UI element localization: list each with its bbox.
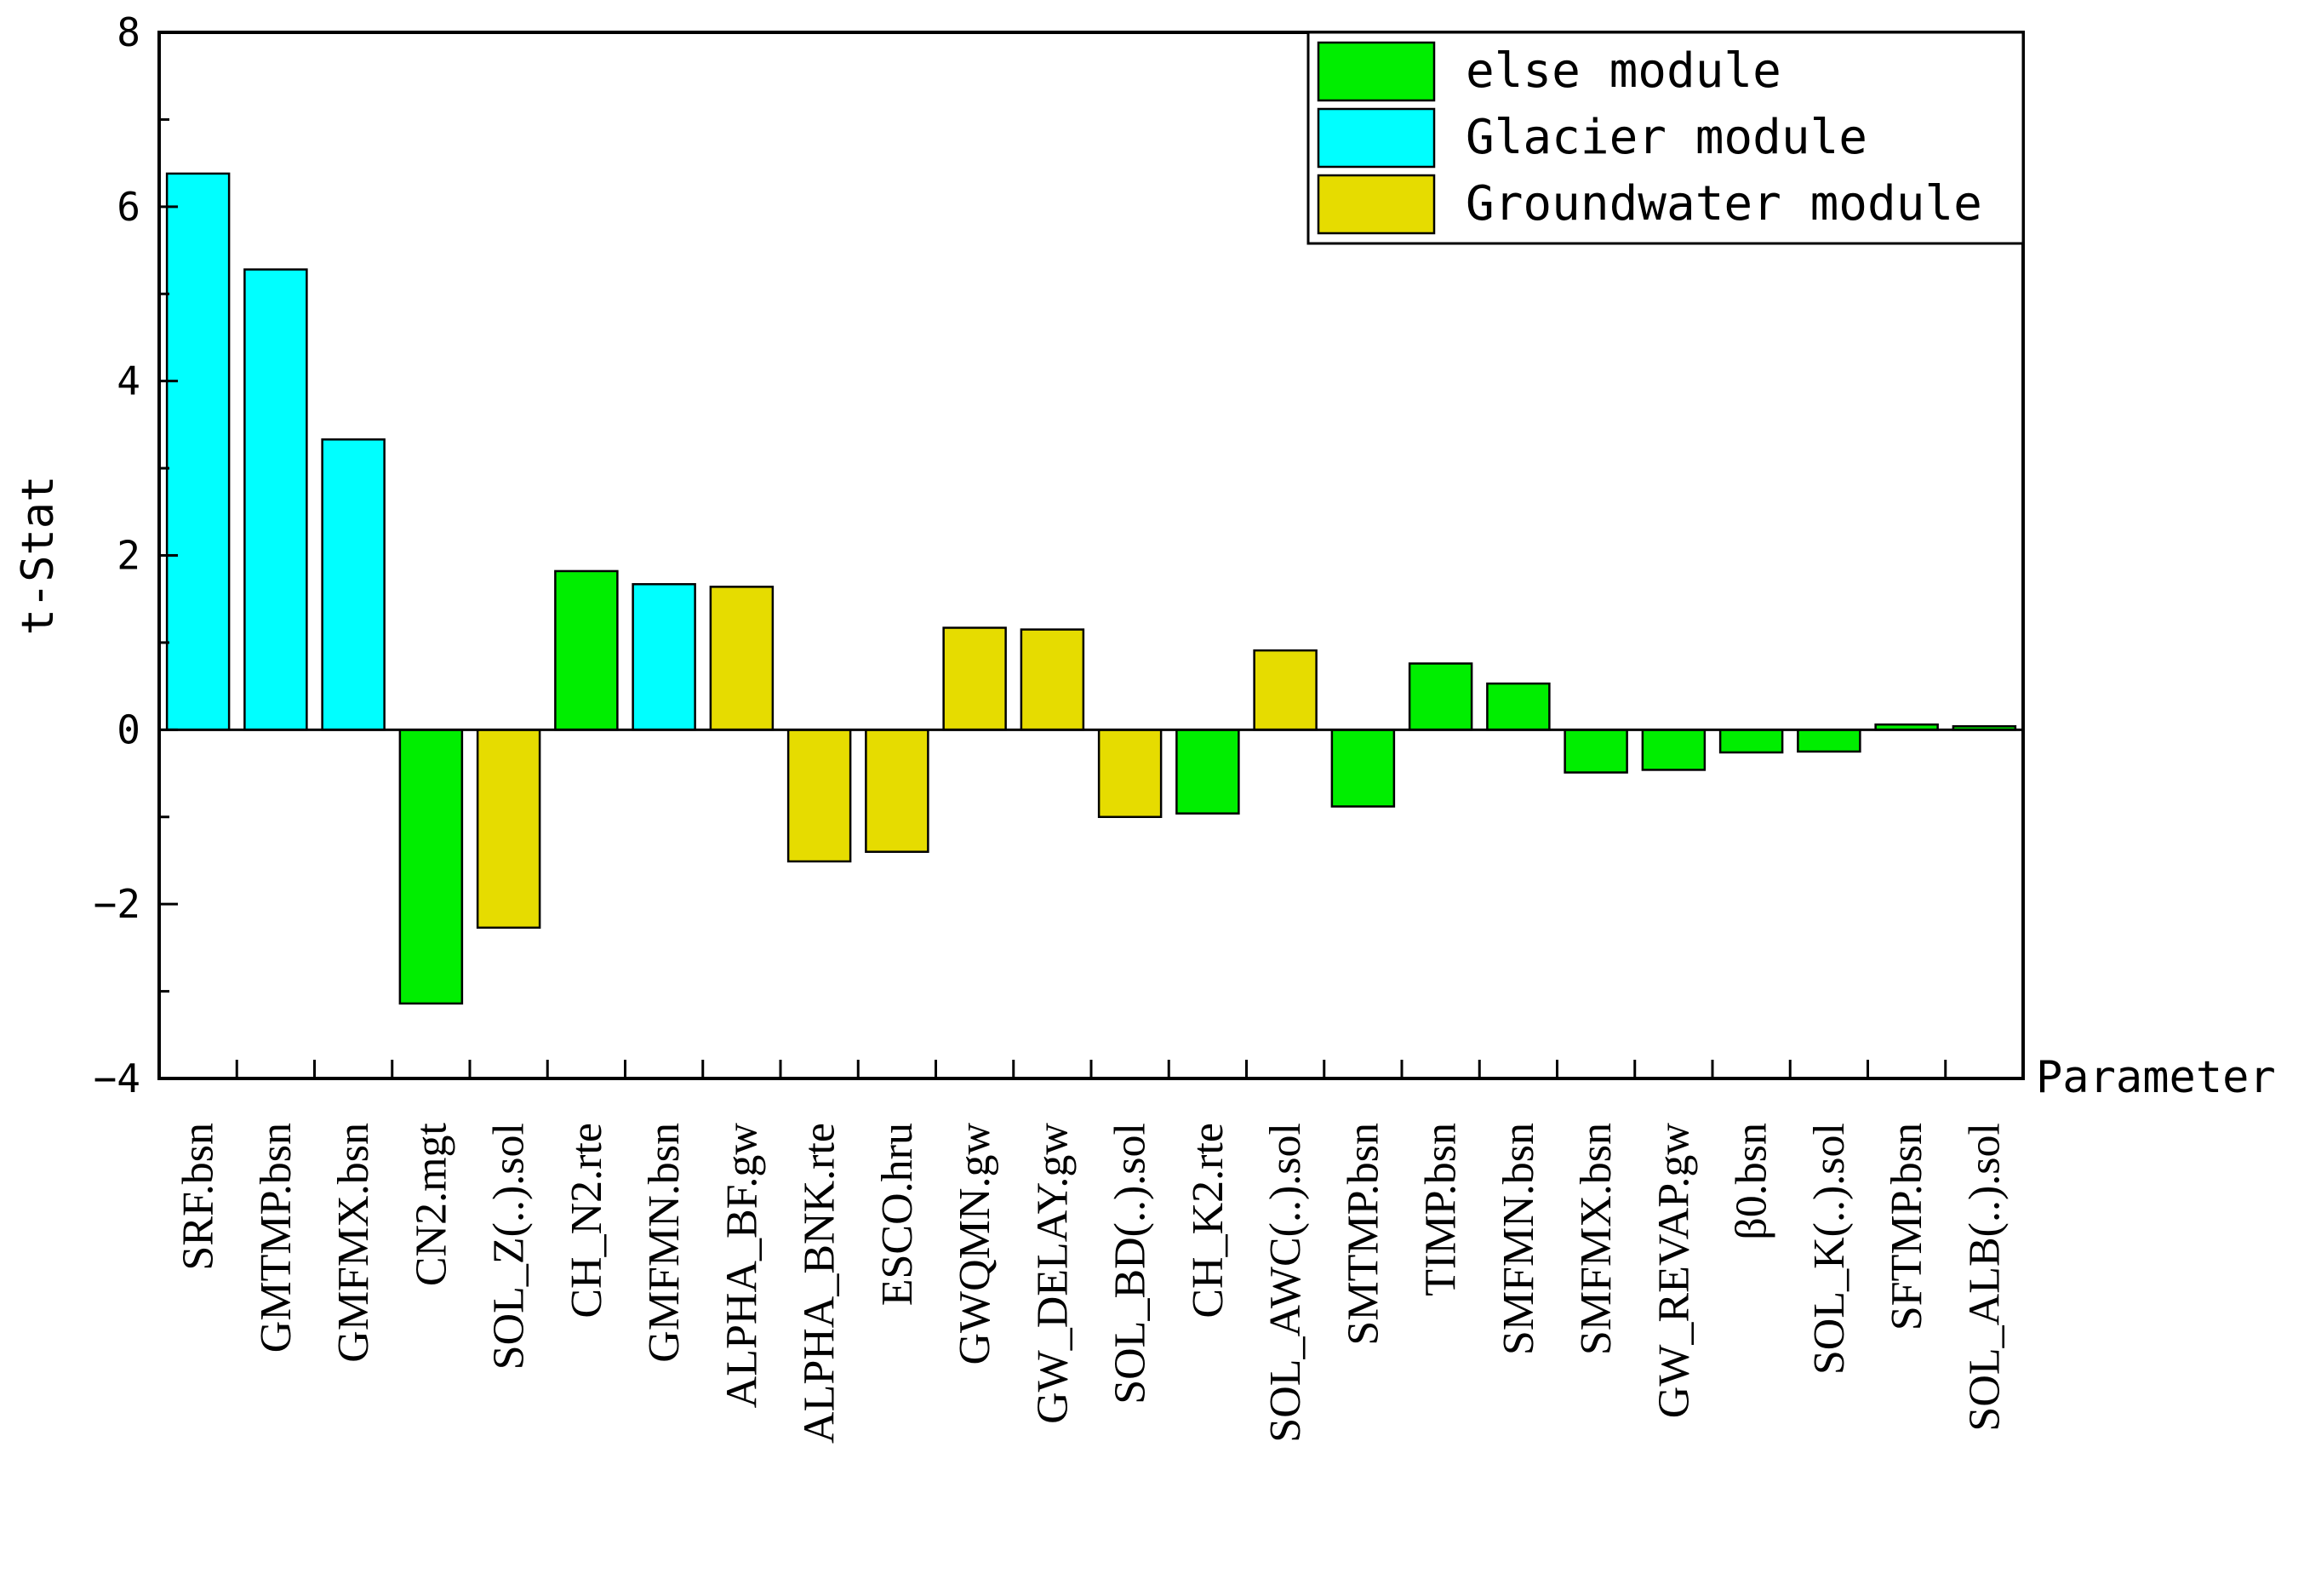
x-tick-label: SMTMP.bsn	[1339, 1123, 1387, 1346]
bar-GW_DELAY.gw	[1020, 628, 1085, 731]
x-tick-label: GMFMX.bsn	[329, 1123, 378, 1363]
bar-SOL_AWC(..).sol	[1253, 649, 1318, 731]
bar-TIMP.bsn	[1408, 662, 1473, 731]
x-tick-label: ALPHA_BF.gw	[717, 1123, 766, 1409]
bar-SOL_K(..).sol	[1797, 729, 1861, 753]
legend-label-glacier: Glacier module	[1466, 110, 1867, 165]
x-tick-label: TIMP.bsn	[1417, 1123, 1466, 1296]
x-tick-label: ESCO.hru	[873, 1123, 922, 1306]
bar-SMFMN.bsn	[1486, 682, 1551, 731]
x-tick-label: SMFMX.bsn	[1572, 1123, 1621, 1355]
y-tick-label: −4	[94, 1055, 140, 1101]
x-tick-label: GW_DELAY.gw	[1028, 1123, 1077, 1424]
x-tick-label: ALPHA_BNK.rte	[796, 1123, 844, 1444]
bar-CH_N2.rte	[554, 569, 619, 731]
bar-ESCO.hru	[865, 729, 929, 853]
legend-swatch-else	[1317, 41, 1436, 102]
bar-ALPHA_BNK.rte	[786, 729, 852, 863]
bar-GMFMN.bsn	[632, 583, 696, 731]
y-tick-label: 2	[117, 533, 140, 579]
bar-SMTMP.bsn	[1330, 729, 1396, 808]
y-axis-title: t-Stat	[13, 476, 64, 636]
x-tick-label: CH_K2.rte	[1184, 1123, 1232, 1319]
legend: else module Glacier module Groundwater mod…	[1306, 31, 2025, 245]
legend-swatch-glacier	[1317, 107, 1436, 169]
legend-label-groundwater: Groundwater module	[1466, 176, 1982, 232]
bar-SOL_BD(..).sol	[1097, 729, 1163, 818]
bar-GW_REVAP.gw	[1641, 729, 1707, 771]
x-tick-label: SOL_K(..).sol	[1805, 1123, 1854, 1375]
bar-GWQMN.gw	[942, 626, 1007, 731]
y-tick-label: 0	[117, 706, 140, 752]
x-tick-label: SMFMN.bsn	[1495, 1123, 1543, 1355]
bar-SRF.bsn	[165, 172, 231, 731]
x-tick-label: SOL_AWC(..).sol	[1261, 1123, 1310, 1443]
x-tick-label: CH_N2.rte	[563, 1123, 611, 1319]
x-tick-label: SFTMP.bsn	[1883, 1123, 1931, 1330]
y-tick-label: 8	[117, 9, 140, 55]
y-tick-label: −2	[94, 881, 140, 927]
x-tick-label: SOL_BD(..).sol	[1106, 1123, 1155, 1404]
bar-ALPHA_BF.gw	[709, 586, 775, 731]
x-axis-title: Parameter	[2036, 1052, 2276, 1103]
x-tick-label: GMFMN.bsn	[640, 1123, 689, 1363]
bars-layer	[165, 172, 2017, 1005]
bar-β0.bsn	[1718, 729, 1784, 754]
bar-CH_K2.rte	[1175, 729, 1240, 815]
x-tick-label: GW_REVAP.gw	[1649, 1123, 1698, 1419]
x-tick-label: GWQMN.gw	[951, 1123, 999, 1365]
x-tick-label: SOL_ALB(..).sol	[1960, 1123, 2009, 1432]
bar-SMFMX.bsn	[1564, 729, 1628, 774]
y-axis: −4 −2 0 2 4 6 8	[94, 9, 178, 1101]
x-tick-label: CN2.mgt	[407, 1122, 455, 1286]
legend-label-else: else module	[1466, 43, 1781, 99]
x-axis: SRF.bsn GMTMP.bsn GMFMX.bsn CN2.mgt SOL_Z(..…	[174, 1060, 2009, 1444]
legend-swatch-groundwater	[1317, 174, 1436, 235]
bar-GMTMP.bsn	[243, 268, 308, 731]
x-tick-label: SOL_Z(..).sol	[485, 1123, 534, 1370]
bar-GMFMX.bsn	[321, 438, 386, 731]
x-tick-label: GMTMP.bsn	[252, 1123, 300, 1353]
y-tick-label: 4	[117, 358, 140, 404]
y-tick-label: 6	[117, 184, 140, 230]
bar-CN2.mgt	[398, 729, 464, 1005]
x-tick-label: β0.bsn	[1728, 1123, 1776, 1240]
x-tick-label: SRF.bsn	[174, 1123, 223, 1271]
bar-SOL_Z(..).sol	[476, 729, 541, 930]
